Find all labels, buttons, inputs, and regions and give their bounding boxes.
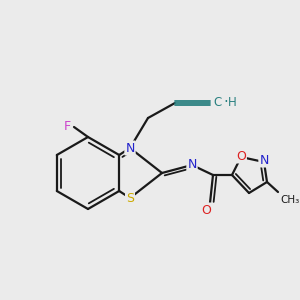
Text: CH₃: CH₃ [280, 195, 299, 205]
Text: N: N [187, 158, 197, 172]
Text: C: C [213, 97, 221, 110]
Text: ·: · [223, 94, 228, 110]
Text: S: S [126, 191, 134, 205]
Text: F: F [63, 121, 70, 134]
Text: O: O [201, 203, 211, 217]
Text: O: O [236, 149, 246, 163]
Text: N: N [125, 142, 135, 154]
Text: N: N [259, 154, 269, 166]
Text: H: H [228, 97, 237, 110]
